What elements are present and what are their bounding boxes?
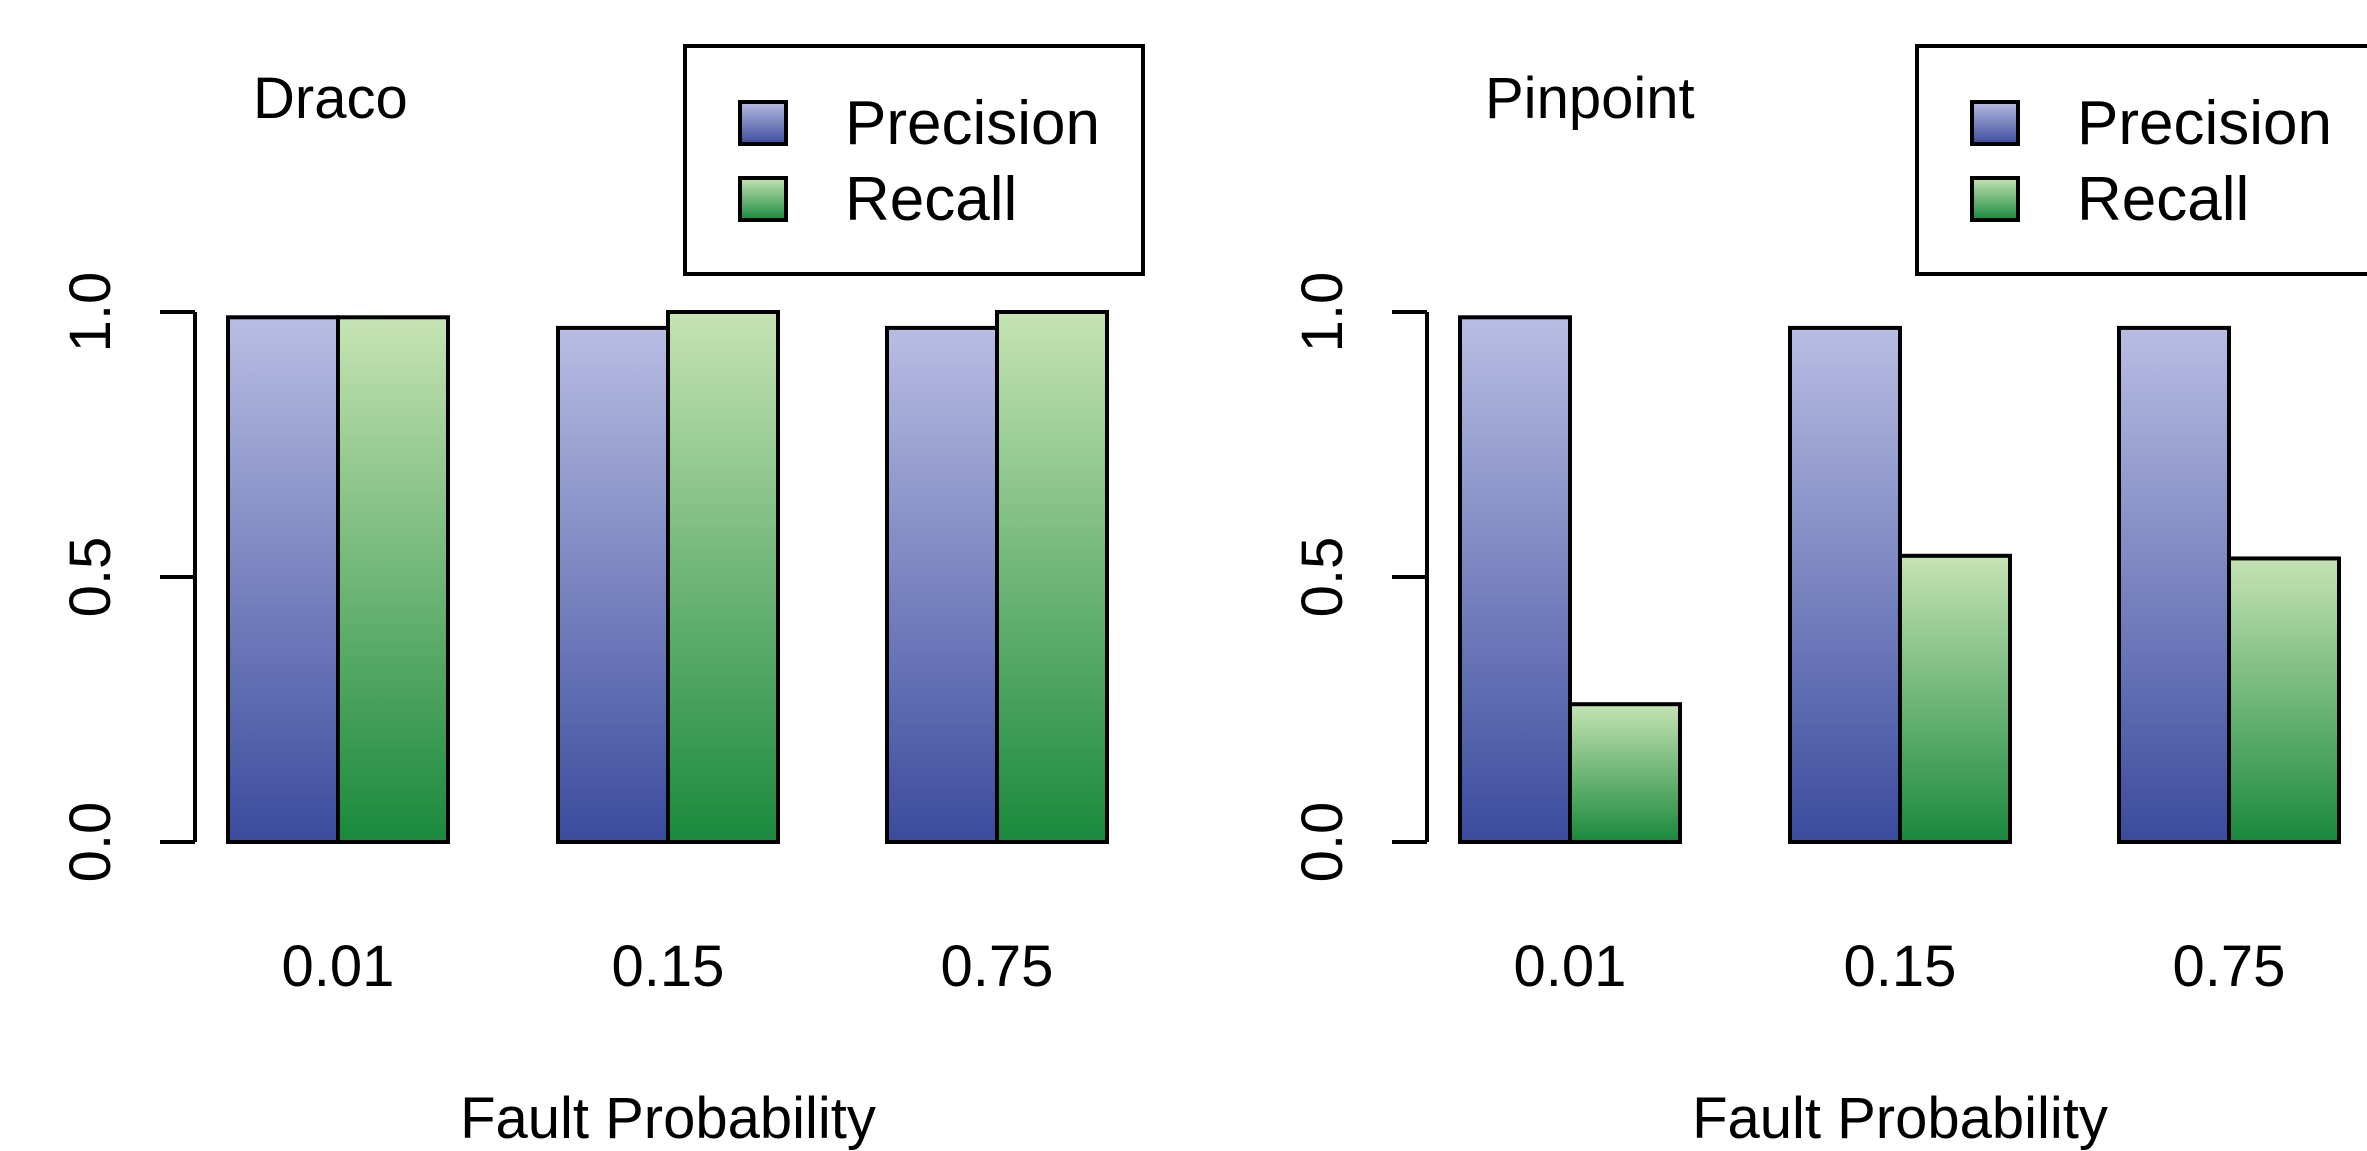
- legend-swatch-recall: [738, 176, 788, 222]
- y-tick-label: 1.0: [58, 272, 123, 353]
- bar-precision-0.01: [226, 315, 340, 844]
- bar-recall-0.75: [2227, 556, 2341, 844]
- y-tick-label: 0.0: [58, 802, 123, 883]
- chart-panel-2: Pinpoint 0.0 0.5 1.0 0.01 0.15 0.75 Fault Proba…: [1290, 44, 2367, 1151]
- chart-title: Draco: [253, 66, 408, 131]
- legend-label-precision: Precision: [845, 89, 1100, 158]
- bar-recall-0.15: [666, 310, 780, 844]
- bar-precision-0.75: [2117, 325, 2231, 844]
- legend-swatch-precision: [738, 100, 788, 146]
- bar-recall-0.15: [1898, 553, 2012, 844]
- legend-swatch-recall: [1970, 176, 2020, 222]
- x-axis-label: Fault Probability: [460, 1086, 876, 1151]
- y-tick-label: 0.5: [1290, 537, 1355, 618]
- legend: Precision Recall: [683, 44, 1145, 276]
- x-tick-label: 0.01: [1514, 934, 1627, 999]
- legend-label-recall: Recall: [2077, 165, 2249, 234]
- x-tick-label: 0.01: [282, 934, 395, 999]
- y-tick-label: 0.5: [58, 537, 123, 618]
- legend-label-recall: Recall: [845, 165, 1017, 234]
- bar-precision-0.75: [885, 325, 999, 844]
- chart-title: Pinpoint: [1485, 66, 1695, 131]
- bar-recall-0.01: [336, 315, 450, 844]
- x-tick-label: 0.75: [2173, 934, 2286, 999]
- bar-precision-0.15: [1788, 325, 1902, 844]
- chart-panel-1: Draco 0.0 0.5 1.0 0.01 0.15 0.75 Fault Probabil…: [58, 44, 1145, 1151]
- y-tick-label: 0.0: [1290, 802, 1355, 883]
- bar-precision-0.01: [1458, 315, 1572, 844]
- bar-recall-0.75: [995, 310, 1109, 844]
- x-tick-label: 0.15: [1844, 934, 1957, 999]
- legend-box: [683, 44, 1145, 276]
- x-axis-label: Fault Probability: [1692, 1086, 2108, 1151]
- legend-label-precision: Precision: [2077, 89, 2332, 158]
- bar-recall-0.01: [1568, 702, 1682, 845]
- x-tick-label: 0.15: [612, 934, 725, 999]
- legend-box: [1915, 44, 2367, 276]
- bar-precision-0.15: [556, 325, 670, 844]
- legend: Precision Recall: [1915, 44, 2367, 276]
- y-tick-label: 1.0: [1290, 272, 1355, 353]
- legend-swatch-precision: [1970, 100, 2020, 146]
- x-tick-label: 0.75: [941, 934, 1054, 999]
